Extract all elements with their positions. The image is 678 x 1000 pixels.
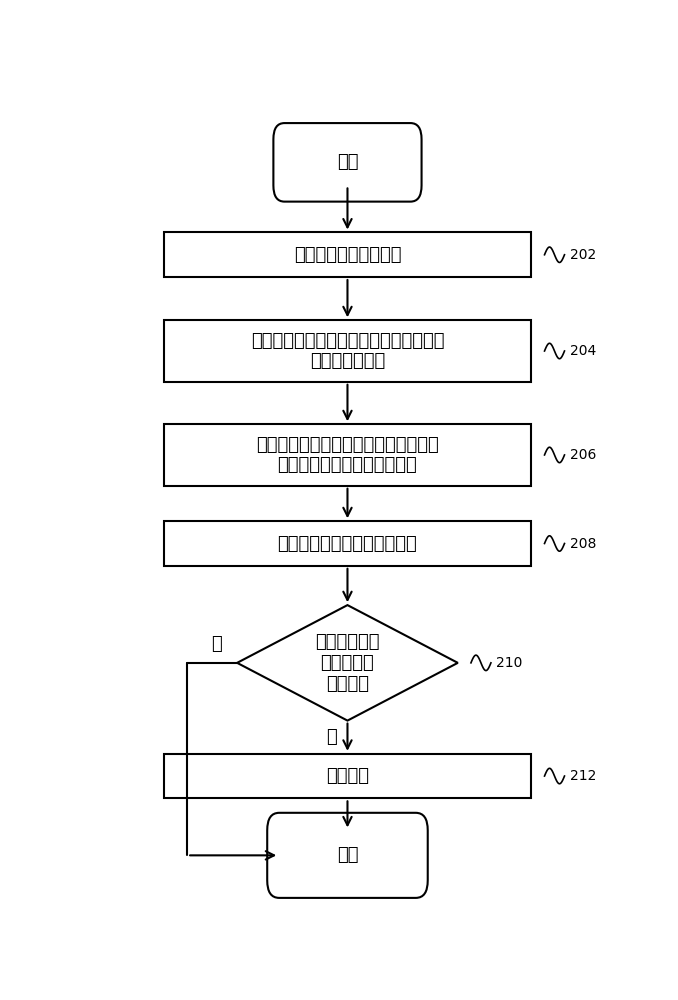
Text: 结束: 结束 [337,846,358,864]
Bar [163,521,532,566]
Text: 提取条码的附加特征值: 提取条码的附加特征值 [294,246,401,264]
Polygon shape [237,605,458,721]
Text: 212: 212 [570,769,596,783]
Text: 获取终端所在环境的图片信息: 获取终端所在环境的图片信息 [277,534,418,552]
Text: 确定附加特征值与预设目标的第一预设特
征值的匹配关系: 确定附加特征值与预设目标的第一预设特 征值的匹配关系 [251,332,444,370]
Bar [163,320,532,382]
FancyBboxPatch shape [267,813,428,898]
Text: 210: 210 [496,656,523,670]
Text: 展示条码: 展示条码 [326,767,369,785]
Bar [163,424,532,486]
Bar [163,232,532,277]
FancyBboxPatch shape [273,123,422,202]
Text: 206: 206 [570,448,596,462]
Text: 202: 202 [570,248,596,262]
Bar [163,754,532,798]
Text: 是: 是 [326,728,337,746]
Text: 204: 204 [570,344,596,358]
Text: 判断图片信息
中是否包含
预设目标: 判断图片信息 中是否包含 预设目标 [315,633,380,693]
Text: 当附加特征值与第一预设特征值相匹配
时，将条码与预设目标相关联: 当附加特征值与第一预设特征值相匹配 时，将条码与预设目标相关联 [256,436,439,474]
Text: 208: 208 [570,536,596,550]
Text: 开始: 开始 [337,153,358,171]
Text: 否: 否 [211,635,222,653]
